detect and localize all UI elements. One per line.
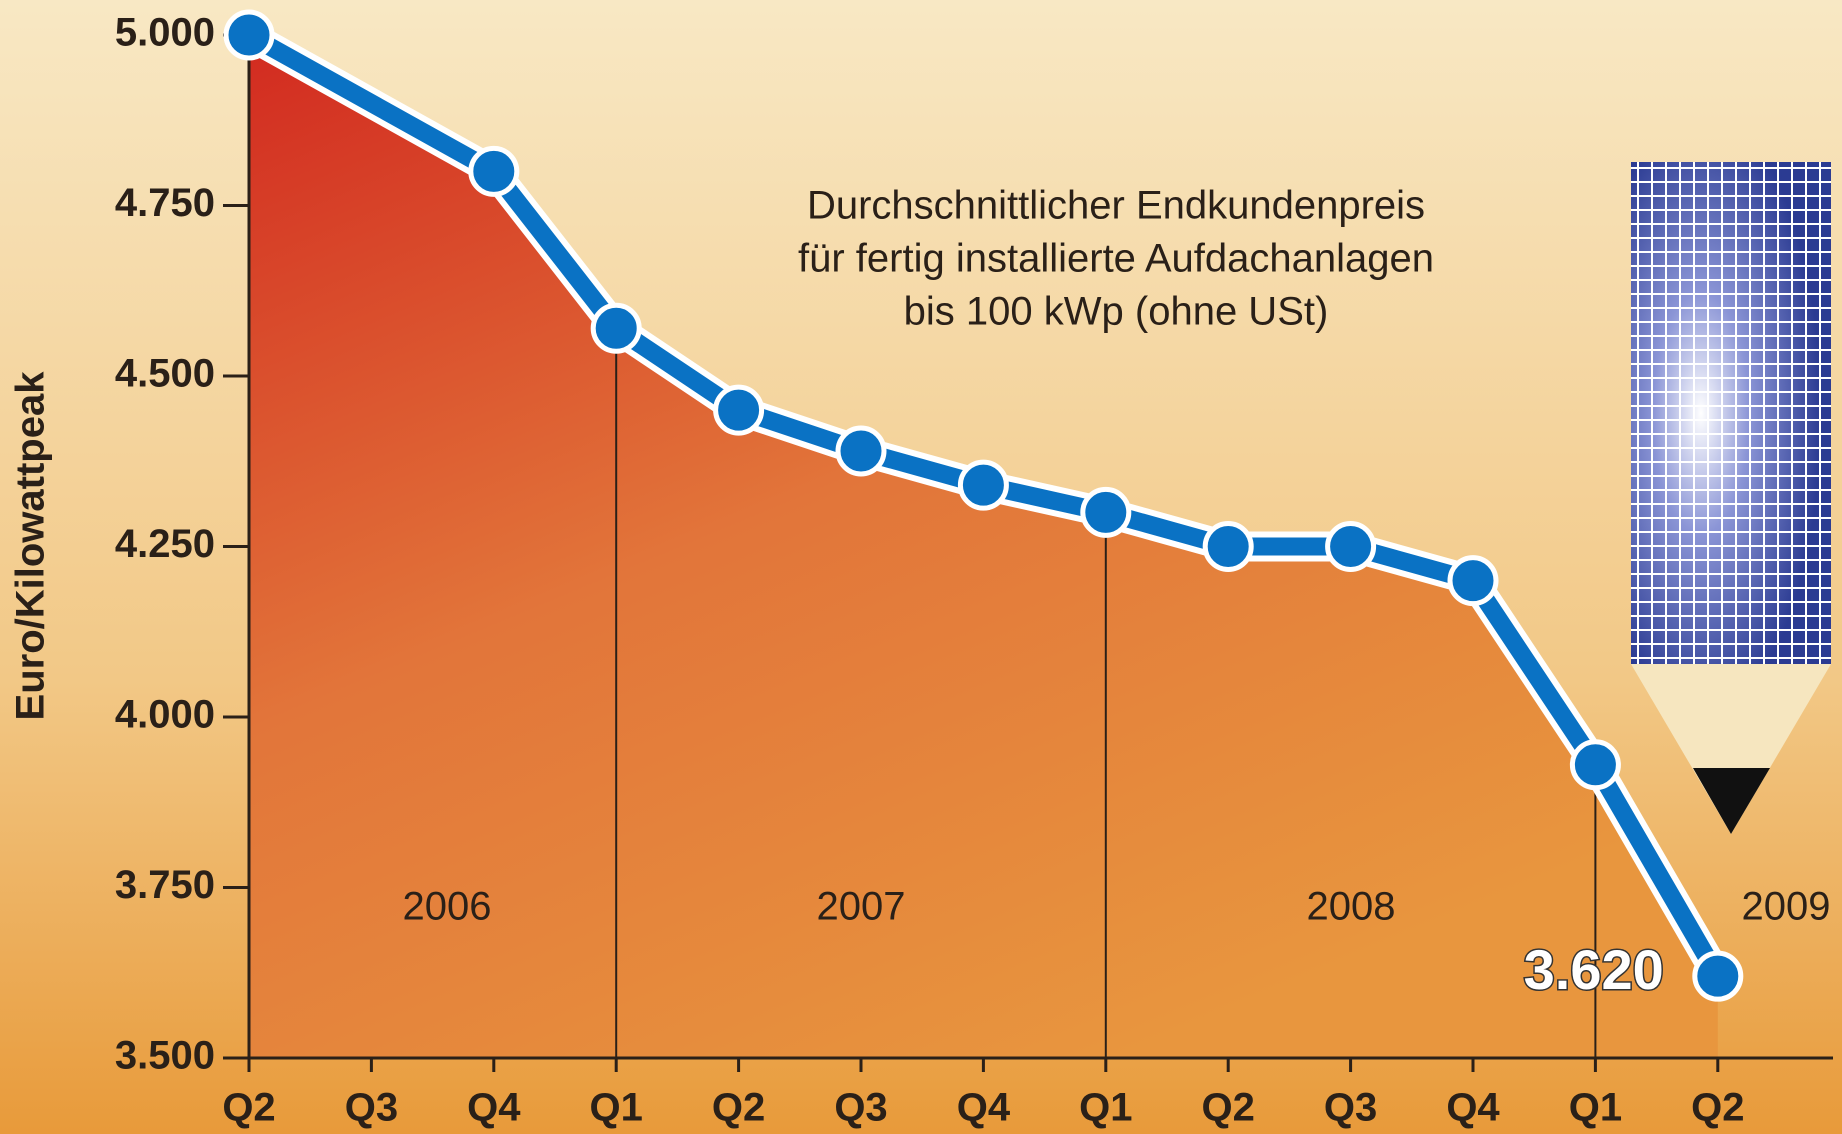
marker (1202, 521, 1254, 572)
y-axis-label: Euro/Kilowattpeak (9, 371, 53, 721)
x-tick-label: Q4 (467, 1086, 521, 1130)
marker (1692, 950, 1744, 1002)
x-tick-label: Q1 (590, 1086, 643, 1130)
marker (1080, 486, 1132, 538)
year-label: 2006 (403, 885, 492, 929)
marker (1569, 739, 1621, 791)
x-tick-label: Q4 (1446, 1086, 1500, 1130)
year-label: 2009 (1742, 885, 1831, 929)
year-label: 2007 (817, 885, 906, 929)
x-tick-label: Q4 (957, 1086, 1011, 1130)
pencil (1631, 162, 1831, 834)
marker (957, 459, 1009, 511)
y-tick-label: 4.500 (115, 352, 215, 396)
y-tick-label: 5.000 (115, 11, 215, 55)
year-label: 2008 (1307, 885, 1396, 929)
x-tick-label: Q2 (1202, 1086, 1255, 1130)
value-label: 3.620 (1524, 938, 1664, 1001)
marker (1447, 555, 1499, 607)
x-tick-label: Q3 (345, 1086, 398, 1130)
y-tick-label: 3.500 (115, 1034, 215, 1078)
marker (223, 9, 275, 61)
x-tick-label: Q1 (1569, 1086, 1622, 1130)
title-line: bis 100 kWp (ohne USt) (904, 290, 1329, 334)
x-tick-label: Q2 (1691, 1086, 1744, 1130)
x-tick-label: Q2 (712, 1086, 765, 1130)
y-tick-label: 3.750 (115, 863, 215, 907)
y-tick-label: 4.000 (115, 693, 215, 737)
y-tick-label: 4.750 (115, 181, 215, 225)
x-tick-label: Q3 (1324, 1086, 1377, 1130)
marker (590, 302, 642, 354)
marker (468, 145, 520, 197)
marker (1325, 521, 1377, 572)
y-tick-label: 4.250 (115, 522, 215, 566)
x-tick-label: Q2 (222, 1086, 275, 1130)
marker (713, 384, 765, 436)
x-tick-label: Q1 (1079, 1086, 1132, 1130)
marker (835, 425, 887, 477)
title-line: Durchschnittlicher Endkundenpreis (807, 184, 1425, 228)
x-tick-label: Q3 (834, 1086, 887, 1130)
title-line: für fertig installierte Aufdachanlagen (798, 237, 1434, 281)
chart-title: Durchschnittlicher Endkundenpreis für fe… (798, 184, 1434, 334)
line (244, 27, 1726, 981)
